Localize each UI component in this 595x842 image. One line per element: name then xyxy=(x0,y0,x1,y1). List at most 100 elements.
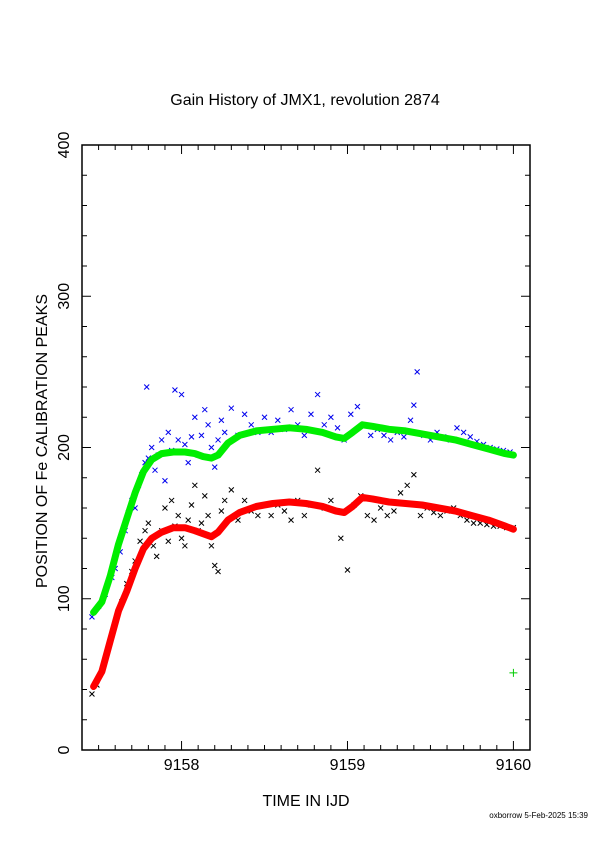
cross-point xyxy=(321,421,328,428)
cross-point xyxy=(410,402,417,409)
fit-curve xyxy=(90,493,517,690)
cross-point xyxy=(168,497,175,504)
cross-point xyxy=(391,508,397,514)
cross-point xyxy=(208,542,215,549)
cross-point xyxy=(198,432,205,439)
cross-point xyxy=(334,424,341,431)
cross-point xyxy=(274,417,281,424)
cross-point xyxy=(371,517,377,523)
cross-point xyxy=(454,424,460,431)
cross-point xyxy=(152,467,158,474)
cross-point xyxy=(387,437,394,443)
cross-point xyxy=(175,512,182,519)
cross-point xyxy=(241,497,248,504)
fit-curve xyxy=(90,421,517,616)
cross-point xyxy=(178,535,185,542)
cross-point xyxy=(261,414,268,421)
cross-point xyxy=(407,417,414,424)
cross-point xyxy=(148,444,155,451)
cross-point xyxy=(437,512,444,519)
cross-point xyxy=(337,535,344,542)
cross-point xyxy=(384,512,391,519)
cross-point xyxy=(288,517,294,523)
cross-point xyxy=(215,437,221,443)
cross-point xyxy=(228,405,235,412)
cross-point xyxy=(205,512,211,519)
cross-point xyxy=(301,512,308,519)
cross-point xyxy=(410,471,417,478)
y-tick-label: 200 xyxy=(56,434,73,461)
cross-point xyxy=(241,411,248,418)
cross-point xyxy=(460,429,467,436)
cross-point xyxy=(185,517,192,523)
cross-point xyxy=(218,508,225,514)
cross-point xyxy=(288,406,294,413)
cross-point xyxy=(137,538,143,545)
cross-point xyxy=(215,568,221,575)
cross-point xyxy=(178,391,185,398)
plot-frame xyxy=(81,144,531,751)
cross-point xyxy=(367,432,374,439)
cross-point xyxy=(328,497,334,504)
cross-point xyxy=(211,464,218,471)
footer-stamp: oxborrow 5-Feb-2025 15:39 xyxy=(489,811,588,820)
cross-point xyxy=(281,508,288,514)
cross-point xyxy=(182,441,188,448)
cross-point xyxy=(218,417,225,424)
cross-point xyxy=(158,437,165,443)
cross-point xyxy=(221,429,228,436)
y-tick-label: 300 xyxy=(56,283,73,310)
cross-point xyxy=(162,477,168,484)
cross-point xyxy=(308,411,314,418)
cross-point xyxy=(201,493,208,499)
cross-point xyxy=(354,403,361,410)
cross-point xyxy=(145,520,152,526)
cross-point xyxy=(205,421,211,428)
cross-point xyxy=(191,482,198,489)
cross-point xyxy=(162,505,168,511)
y-tick-label: 100 xyxy=(56,585,73,612)
cross-point xyxy=(172,387,178,393)
cross-point xyxy=(470,520,477,526)
cross-point xyxy=(165,429,172,436)
cross-point xyxy=(143,384,150,390)
y-axis-tick-labels: 0 100 200 300 400 xyxy=(56,132,73,755)
marker xyxy=(509,668,518,677)
cross-point xyxy=(182,542,188,549)
cross-point xyxy=(377,505,384,511)
x-axis-tick-labels: 9158 9159 9160 xyxy=(164,757,532,774)
cross-point xyxy=(397,490,404,496)
cross-point xyxy=(175,437,182,443)
cross-point xyxy=(150,542,157,549)
cross-point xyxy=(381,432,387,439)
cross-point xyxy=(221,497,228,504)
cross-point xyxy=(314,391,321,398)
cross-point xyxy=(464,517,470,523)
x-axis-ticks xyxy=(81,145,531,750)
cross-point xyxy=(255,512,261,519)
cross-point xyxy=(314,467,321,474)
cross-point xyxy=(248,421,255,428)
cross-point xyxy=(153,553,160,560)
cross-point xyxy=(467,434,474,440)
chart-title: Gain History of JMX1, revolution 2874 xyxy=(170,92,440,109)
cross-point xyxy=(328,414,334,421)
cross-point xyxy=(89,691,95,697)
cross-point xyxy=(417,512,424,519)
cross-point xyxy=(188,502,195,508)
x-tick-label: 9158 xyxy=(164,757,200,774)
cross-point xyxy=(344,567,351,573)
y-tick-label: 0 xyxy=(56,745,73,754)
cross-point xyxy=(414,369,421,375)
y-tick-label: 400 xyxy=(56,132,73,159)
cross-point xyxy=(301,432,308,439)
cross-point xyxy=(404,482,411,489)
cross-point xyxy=(208,444,215,451)
cross-point xyxy=(364,512,371,519)
series-layer xyxy=(89,369,518,697)
x-tick-label: 9160 xyxy=(496,757,532,774)
cross-point xyxy=(185,459,192,466)
cross-point xyxy=(347,411,354,418)
y-axis-ticks xyxy=(82,144,530,751)
